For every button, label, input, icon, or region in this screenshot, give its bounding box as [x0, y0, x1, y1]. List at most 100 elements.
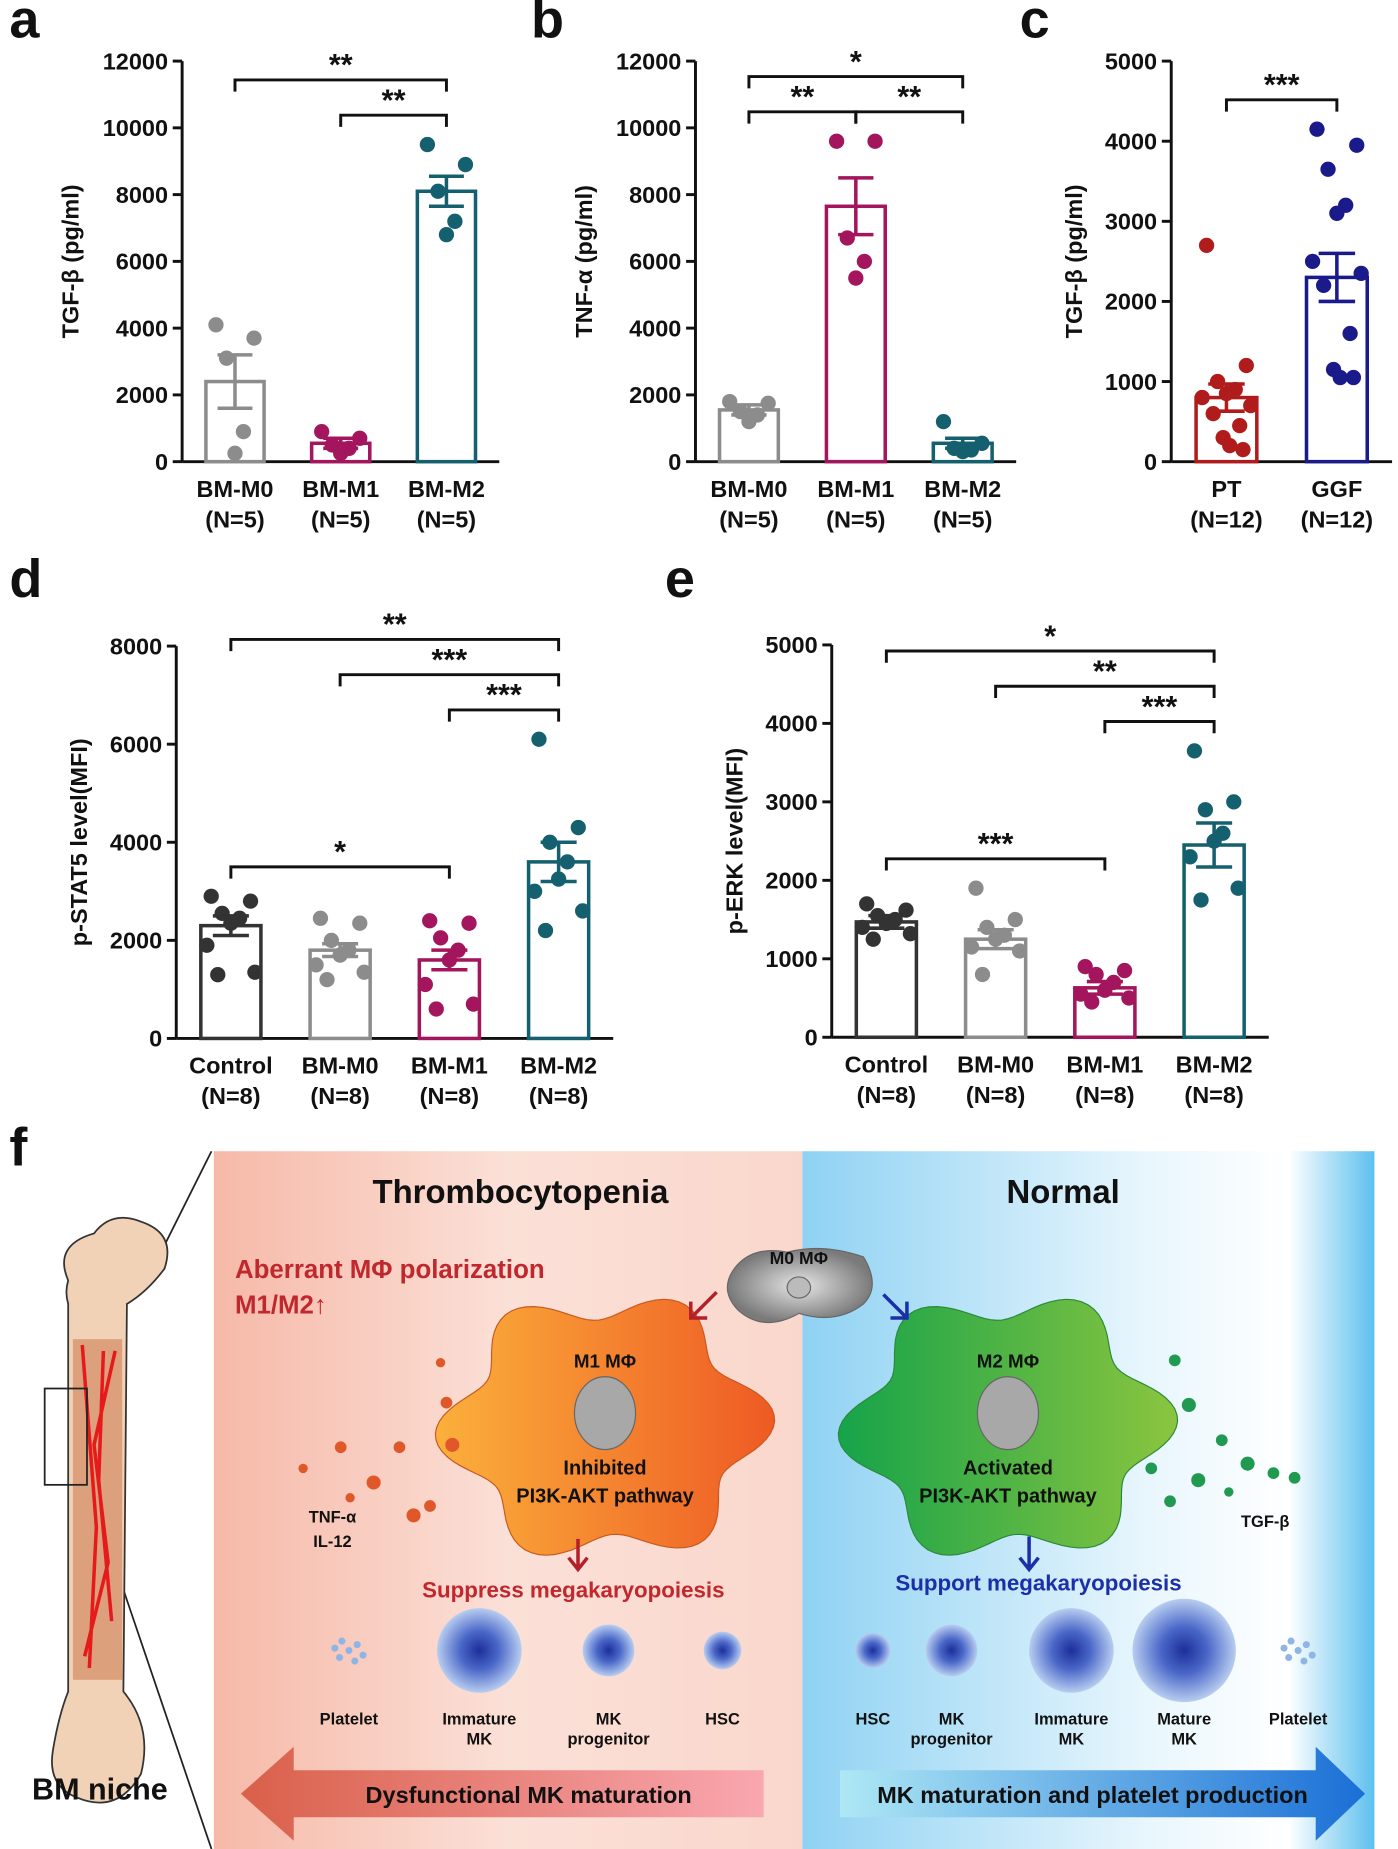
y-tick-label: 4000	[629, 315, 681, 341]
x-tick-label: Control	[189, 1053, 272, 1079]
sample-size: (N=5)	[826, 506, 885, 532]
y-tick-label: 2000	[116, 382, 168, 408]
data-point	[526, 883, 543, 899]
data-point	[856, 253, 873, 270]
m0-label: M0 MΦ	[770, 1248, 828, 1268]
y-tick-label: 2000	[1105, 289, 1157, 315]
significance-label: ***	[486, 678, 522, 712]
data-point	[1349, 137, 1365, 153]
error-bar	[977, 928, 1014, 951]
significance-label: *	[850, 45, 862, 79]
cell	[582, 1624, 635, 1677]
cell	[855, 1632, 891, 1669]
cytokine	[1145, 1462, 1158, 1475]
platelet	[338, 1637, 346, 1645]
data-point	[559, 854, 575, 870]
right-arrow	[839, 1746, 1366, 1841]
data-point	[465, 996, 482, 1012]
significance-label: **	[383, 608, 407, 642]
platelet	[351, 1657, 359, 1665]
data-point	[1230, 880, 1246, 896]
panel-label: c	[1020, 0, 1050, 50]
error-bar	[322, 942, 359, 959]
data-point	[1182, 849, 1198, 865]
data-point	[1012, 943, 1028, 959]
bar	[717, 408, 781, 464]
data-point	[865, 931, 881, 947]
data-point	[854, 919, 870, 936]
y-tick-label: 4000	[116, 315, 168, 341]
data-point	[1309, 121, 1325, 137]
panel-label: d	[9, 549, 42, 609]
sample-size: (N=5)	[311, 506, 370, 532]
sample-size: (N=5)	[205, 506, 264, 532]
y-tick-label: 0	[668, 449, 681, 475]
significance-label: *	[1044, 619, 1056, 653]
cell-label: MK	[939, 1710, 965, 1728]
cell-label: Mature	[1157, 1710, 1211, 1728]
data-point	[428, 1001, 444, 1017]
significance-label: ***	[432, 643, 468, 677]
m1-pathway: Inhibited	[563, 1457, 646, 1479]
cytokine	[1240, 1456, 1255, 1471]
panel-label: e	[665, 549, 695, 609]
y-tick-label: 4000	[110, 829, 162, 855]
bar	[1304, 275, 1369, 464]
y-tick-label: 10000	[616, 115, 681, 141]
cytokine	[406, 1508, 421, 1523]
data-point	[859, 896, 875, 912]
significance-bracket	[229, 865, 451, 879]
data-point	[1186, 743, 1203, 759]
data-point	[1304, 253, 1321, 270]
y-tick-label: 8000	[116, 182, 168, 208]
data-point	[1194, 389, 1210, 406]
cytokine	[435, 1357, 446, 1368]
data-point	[902, 926, 919, 942]
y-tick-label: 4000	[765, 711, 817, 737]
y-tick-label: 12000	[103, 48, 168, 74]
error-bar	[868, 913, 905, 930]
sample-size: (N=12)	[1190, 506, 1262, 532]
m2-pathway: Activated	[963, 1457, 1053, 1479]
platelet	[1308, 1651, 1316, 1659]
cytokine	[298, 1463, 308, 1474]
m1-label: M1 MΦ	[574, 1350, 636, 1371]
right-arrow-label: MK maturation and platelet production	[877, 1782, 1308, 1808]
y-axis-label: p-STAT5 level(MFI)	[66, 738, 92, 946]
data-point	[352, 430, 368, 446]
data-point	[1345, 369, 1362, 386]
y-axis-label: TGF-β (pg/ml)	[58, 184, 84, 338]
x-tick-label: BM-M0	[710, 476, 787, 502]
y-tick-label: 8000	[629, 182, 681, 208]
cytokine	[393, 1441, 406, 1454]
data-point	[208, 317, 224, 333]
error-bar	[1196, 821, 1233, 869]
data-point	[218, 350, 235, 366]
sample-size: (N=8)	[310, 1083, 369, 1109]
cytokine	[1215, 1434, 1228, 1447]
cytokine	[1164, 1495, 1176, 1508]
data-point	[1197, 802, 1214, 818]
data-point	[438, 227, 455, 243]
data-point	[199, 937, 215, 953]
y-tick-label: 1000	[765, 946, 817, 972]
sample-size: (N=5)	[417, 506, 476, 532]
x-tick-label: BM-M1	[411, 1053, 488, 1079]
platelet	[1300, 1657, 1308, 1665]
data-point	[319, 971, 335, 988]
platelet	[353, 1641, 361, 1649]
cytokine	[1224, 1487, 1234, 1497]
y-tick-label: 5000	[765, 632, 817, 658]
y-tick-label: 2000	[765, 868, 817, 894]
sample-size: (N=8)	[857, 1082, 916, 1108]
cell-label: progenitor	[567, 1730, 650, 1748]
x-tick-label: Control	[845, 1052, 928, 1078]
chart: 0 2000 4000 6000 8000 p-STAT5 level(MFI) Contr…	[66, 608, 614, 1109]
sample-size: (N=8)	[1184, 1082, 1243, 1108]
error-bar	[540, 840, 577, 884]
significance-label: ***	[1264, 68, 1300, 102]
cell-label: HSC	[855, 1710, 890, 1728]
platelet	[1287, 1637, 1295, 1645]
significance-bracket	[994, 684, 1216, 698]
significance-bracket	[233, 78, 448, 92]
